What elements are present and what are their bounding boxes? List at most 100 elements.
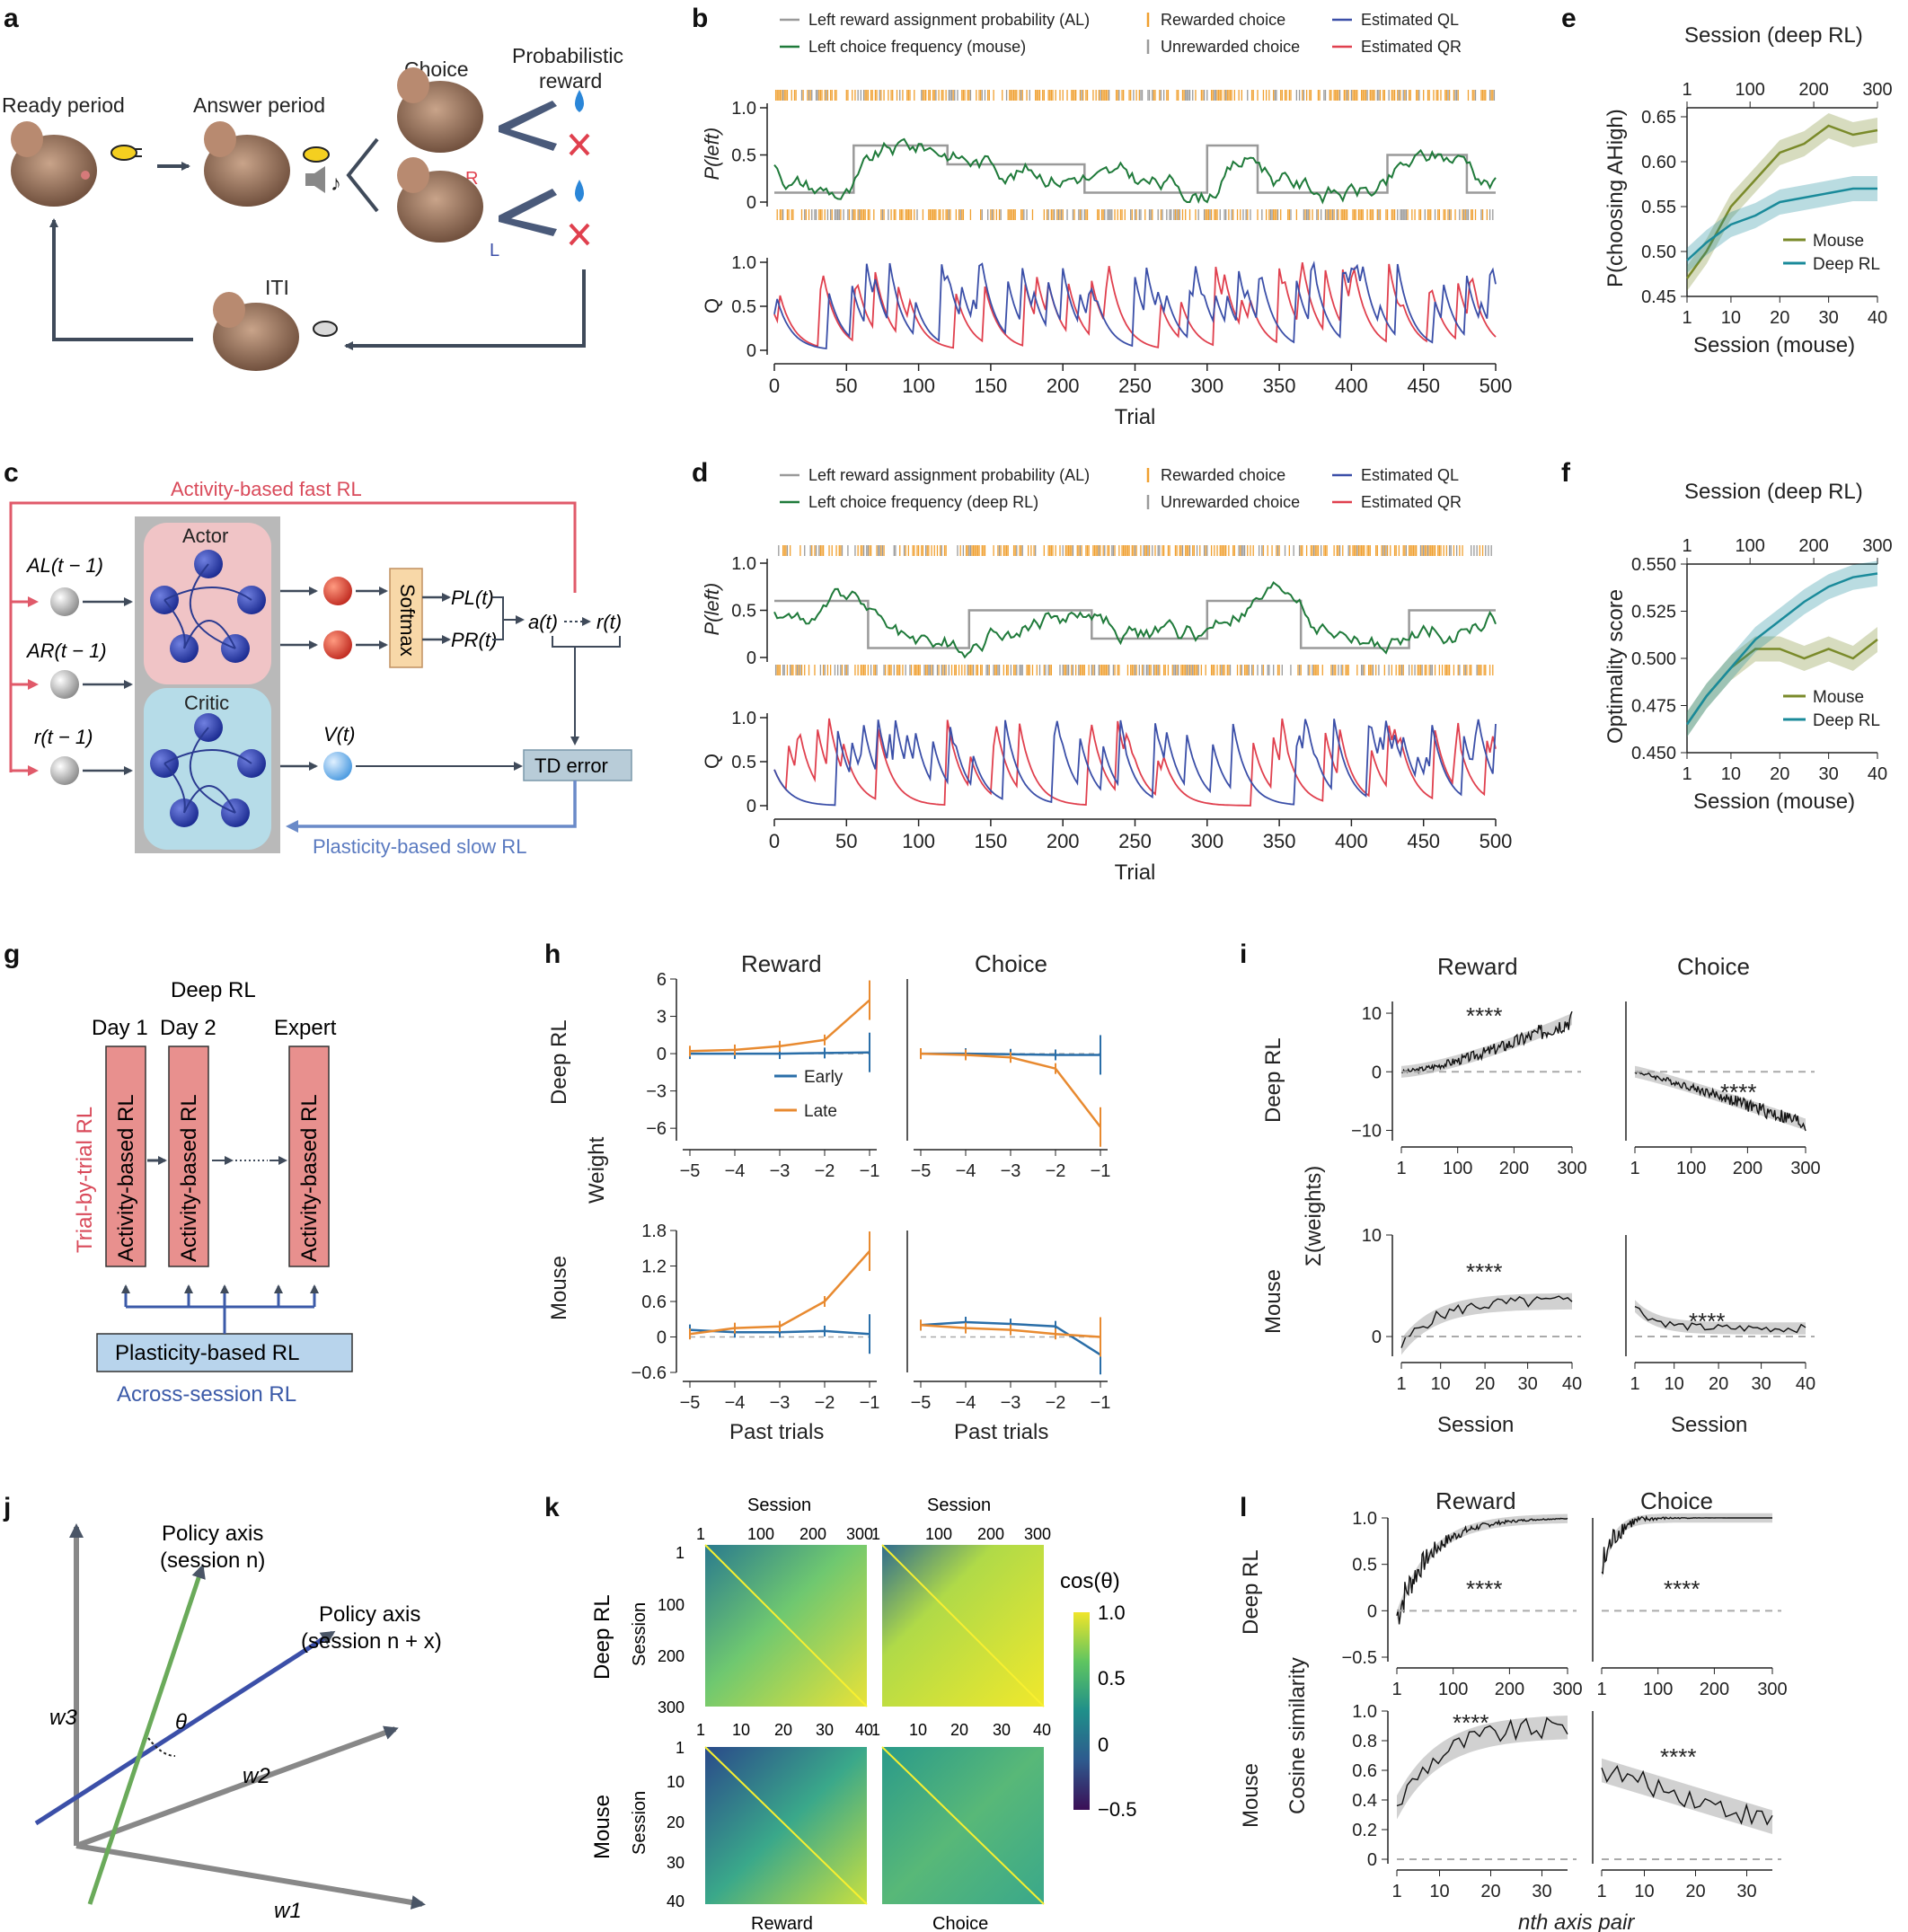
reward-arrows-l <box>499 189 557 236</box>
panel-f: Session (deep RL) 1 100 200 300 1 10 20 30 40 0.45… <box>1603 480 1893 814</box>
mouse-iti <box>213 292 299 371</box>
tick-label: 1.0 <box>1352 1702 1377 1722</box>
tick-label: 500 <box>1480 830 1513 852</box>
tick-label: 100 <box>1676 1159 1706 1178</box>
panel-letter-j: j <box>3 1493 11 1522</box>
tick-label: 40 <box>1868 764 1887 784</box>
input-ar-label: AR(t − 1) <box>25 640 107 662</box>
td-error-box <box>523 749 632 781</box>
tick-label: 0.5 <box>1352 1556 1377 1575</box>
tick-label: −5 <box>680 1161 701 1181</box>
panel-b: Left reward assignment probability (AL) L… <box>701 11 1512 429</box>
svg-text:20: 20 <box>667 1813 685 1831</box>
w1-axis <box>75 1843 426 1910</box>
k-row-deep: Deep RL <box>590 1594 614 1680</box>
i-title-reward: Reward <box>1437 953 1518 980</box>
tick-label: 0.2 <box>1352 1821 1377 1840</box>
l-row-deep: Deep RL <box>1239 1549 1263 1635</box>
svg-text:1: 1 <box>871 1525 880 1543</box>
tick-label: 30 <box>1736 1882 1756 1901</box>
series-band <box>1687 627 1877 737</box>
input-al-node <box>50 587 79 616</box>
legend-label: Estimated QR <box>1361 493 1462 511</box>
lamp-icon-2 <box>303 146 330 163</box>
legend-label: Left choice frequency (deep RL) <box>808 493 1038 511</box>
tick-label: 1.0 <box>731 709 756 728</box>
svg-text:30: 30 <box>993 1721 1011 1739</box>
tick-label: 0.8 <box>1352 1732 1377 1751</box>
tick-label: −3 <box>770 1393 791 1413</box>
legend-label: Late <box>804 1102 837 1121</box>
svg-text:40: 40 <box>855 1721 873 1739</box>
h-title-reward: Reward <box>741 950 822 977</box>
significance-stars: **** <box>1720 1079 1756 1106</box>
tick-label: 100 <box>1736 80 1765 100</box>
tick-label: 0 <box>1367 1850 1377 1870</box>
across-session-label: Across-session RL <box>117 1382 296 1407</box>
svg-text:200: 200 <box>658 1647 685 1665</box>
legend-label: Early <box>804 1068 844 1087</box>
tick-label: 30 <box>1517 1374 1537 1394</box>
i-xlabel-reward: Session <box>1437 1413 1514 1437</box>
tick-label: −10 <box>1351 1121 1382 1141</box>
y-axis-label: Q <box>701 754 723 769</box>
tick-label: 0 <box>746 797 756 816</box>
day1-box-label: Activity-based RL <box>114 1094 138 1262</box>
speaker-icon: ♪ <box>305 166 341 196</box>
tick-label: 30 <box>1532 1882 1551 1901</box>
legend-label: Left choice frequency (mouse) <box>808 38 1026 56</box>
k-top-ticks: 1 100 200 300 1 100 200 300 1 10 20 30 40 1 10 20 30 4… <box>658 1525 1051 1910</box>
tick-label: 20 <box>1770 308 1789 328</box>
tick-label: 10 <box>1431 1374 1451 1394</box>
series-band <box>1687 176 1877 273</box>
svg-text:300: 300 <box>1024 1525 1051 1543</box>
tick-label: 300 <box>1190 375 1223 397</box>
h-xlabel-choice: Past trials <box>954 1420 1048 1444</box>
tick-label: 0.5 <box>731 297 756 317</box>
tick-label: 0.5 <box>731 753 756 772</box>
bracket-ar <box>552 636 621 648</box>
tick-label: 450 <box>1407 375 1440 397</box>
tick-label: −0.6 <box>632 1363 667 1383</box>
policy-axis-n <box>87 1564 206 1905</box>
tick-label: 10 <box>1634 1882 1654 1901</box>
tick-label: 0 <box>1372 1063 1382 1082</box>
plasticity-label: Plasticity-based RL <box>115 1341 299 1365</box>
probabilistic-label: Probabilistic <box>512 44 623 67</box>
panel-letter-l: l <box>1240 1493 1247 1522</box>
tick-label: 1 <box>1630 1374 1639 1394</box>
svg-text:200: 200 <box>799 1525 826 1543</box>
tick-label: −6 <box>646 1119 667 1139</box>
plasticity-arrows <box>121 1284 319 1334</box>
significance-stars: **** <box>1453 1709 1488 1736</box>
tick-label: 200 <box>1798 80 1828 100</box>
tick-label: 300 <box>1862 536 1892 556</box>
day2-box <box>168 1045 209 1267</box>
tick-label: 1.0 <box>731 554 756 574</box>
panel-letter-d: d <box>692 458 708 488</box>
panel-letter-c: c <box>4 458 19 488</box>
k-session-top-2: Session <box>927 1495 991 1515</box>
input-ar-node <box>50 670 79 699</box>
svg-text:100: 100 <box>925 1525 952 1543</box>
tick-label: 0.55 <box>1641 198 1676 217</box>
w3-label: w3 <box>49 1706 77 1730</box>
w2-axis <box>75 1725 399 1848</box>
panel-l: Reward Choice Deep RL Mouse Cosine similarit… <box>1239 1487 1788 1932</box>
tick-label: 0.65 <box>1641 108 1676 128</box>
significance-stars: **** <box>1466 1258 1502 1285</box>
tick-label: 300 <box>1862 80 1892 100</box>
legend-label: Estimated QR <box>1361 38 1462 56</box>
panel-j: w3 w1 w2 θ Policy axis (session n) Polic… <box>34 1522 442 1923</box>
tick-label: 0 <box>746 648 756 668</box>
confidence-band <box>1602 1513 1772 1579</box>
x-axis-label: Trial <box>1115 860 1156 885</box>
trend-line <box>1400 1010 1573 1075</box>
tick-label: −3 <box>1001 1393 1021 1413</box>
tick-label: 10 <box>1665 1374 1684 1394</box>
legend-label: Mouse <box>1813 232 1864 251</box>
top-axis-label: Session (deep RL) <box>1684 480 1863 504</box>
pr-label: PR(t) <box>451 629 497 651</box>
